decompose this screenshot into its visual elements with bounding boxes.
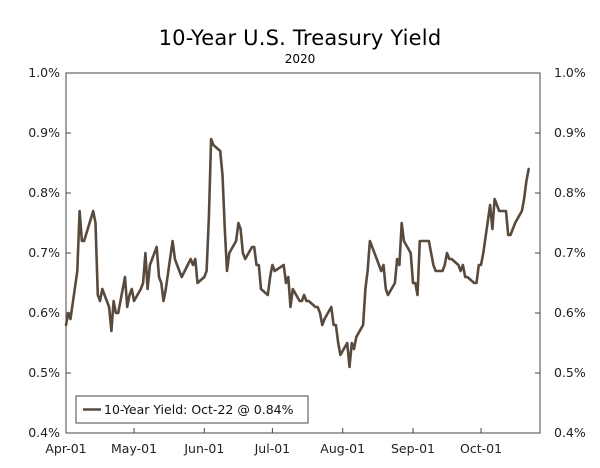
x-tick-label: Apr-01 [45, 441, 86, 456]
chart-title: 10-Year U.S. Treasury Yield [158, 26, 442, 50]
x-tick-label: Oct-01 [460, 441, 502, 456]
x-tick-label: May-01 [111, 441, 157, 456]
x-tick-label: Sep-01 [391, 441, 435, 456]
y-tick-label-right: 1.0% [554, 65, 586, 80]
y-tick-label-right: 0.6% [554, 305, 586, 320]
legend-label: 10-Year Yield: Oct-22 @ 0.84% [104, 402, 294, 417]
legend-box [75, 395, 309, 424]
y-tick-label-left: 0.5% [28, 365, 60, 380]
y-tick-label-left: 0.8% [28, 185, 60, 200]
y-tick-label-left: 0.6% [28, 305, 60, 320]
chart-subtitle: 2020 [284, 52, 316, 66]
y-tick-label-right: 0.8% [554, 185, 586, 200]
y-tick-label-right: 0.5% [554, 365, 586, 380]
y-tick-label-left: 0.4% [28, 425, 60, 440]
y-tick-label-right: 0.4% [554, 425, 586, 440]
plot-frame [65, 72, 541, 434]
y-tick-label-left: 0.9% [28, 125, 60, 140]
y-tick-label-left: 0.7% [28, 245, 60, 260]
x-tick-label: Jul-01 [254, 441, 291, 456]
x-tick-label: Aug-01 [320, 441, 365, 456]
series-line [64, 137, 531, 369]
x-tick-label: Jun-01 [183, 441, 224, 456]
y-tick-label-left: 1.0% [28, 65, 60, 80]
y-tick-label-right: 0.9% [554, 125, 586, 140]
y-tick-label-right: 0.7% [554, 245, 586, 260]
